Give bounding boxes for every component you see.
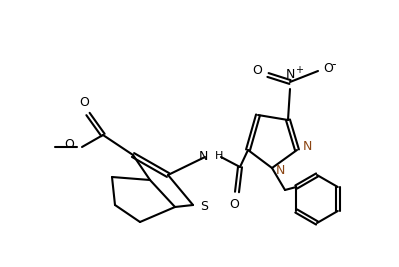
Text: N: N [199,150,208,163]
Text: O: O [79,96,89,109]
Text: O: O [64,139,74,151]
Text: N: N [303,140,312,154]
Text: -: - [331,58,336,72]
Text: H: H [215,151,223,161]
Text: +: + [295,65,303,75]
Text: S: S [200,199,208,213]
Text: N: N [285,68,295,81]
Text: O: O [252,65,262,77]
Text: O: O [229,198,239,211]
Text: N: N [276,164,285,178]
Text: O: O [323,61,333,74]
